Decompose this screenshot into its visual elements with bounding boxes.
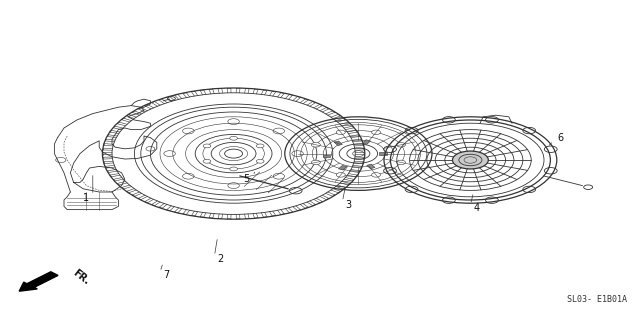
- Circle shape: [203, 144, 211, 148]
- Circle shape: [230, 136, 237, 140]
- Circle shape: [372, 130, 381, 134]
- Text: 4: 4: [474, 203, 480, 213]
- Bar: [367, 164, 375, 169]
- Text: 2: 2: [218, 254, 224, 264]
- Text: 7: 7: [163, 270, 170, 280]
- Circle shape: [311, 142, 320, 147]
- Circle shape: [336, 130, 345, 134]
- Circle shape: [257, 144, 264, 148]
- Text: FR.: FR.: [70, 267, 91, 286]
- Circle shape: [397, 142, 406, 147]
- Bar: [339, 165, 347, 170]
- FancyArrow shape: [19, 272, 58, 291]
- Circle shape: [452, 151, 488, 169]
- Circle shape: [372, 173, 381, 177]
- Circle shape: [311, 160, 320, 165]
- Text: 6: 6: [557, 132, 563, 143]
- Text: SL03- E1B01A: SL03- E1B01A: [567, 295, 627, 304]
- Text: 1: 1: [83, 193, 90, 204]
- Bar: [362, 140, 371, 144]
- Bar: [323, 155, 330, 157]
- Text: 3: 3: [346, 200, 352, 210]
- Circle shape: [397, 160, 406, 165]
- Circle shape: [203, 159, 211, 163]
- Text: 5: 5: [243, 174, 250, 184]
- Circle shape: [230, 167, 237, 171]
- Bar: [334, 141, 342, 146]
- Circle shape: [336, 173, 345, 177]
- Circle shape: [257, 159, 264, 163]
- Bar: [379, 152, 387, 155]
